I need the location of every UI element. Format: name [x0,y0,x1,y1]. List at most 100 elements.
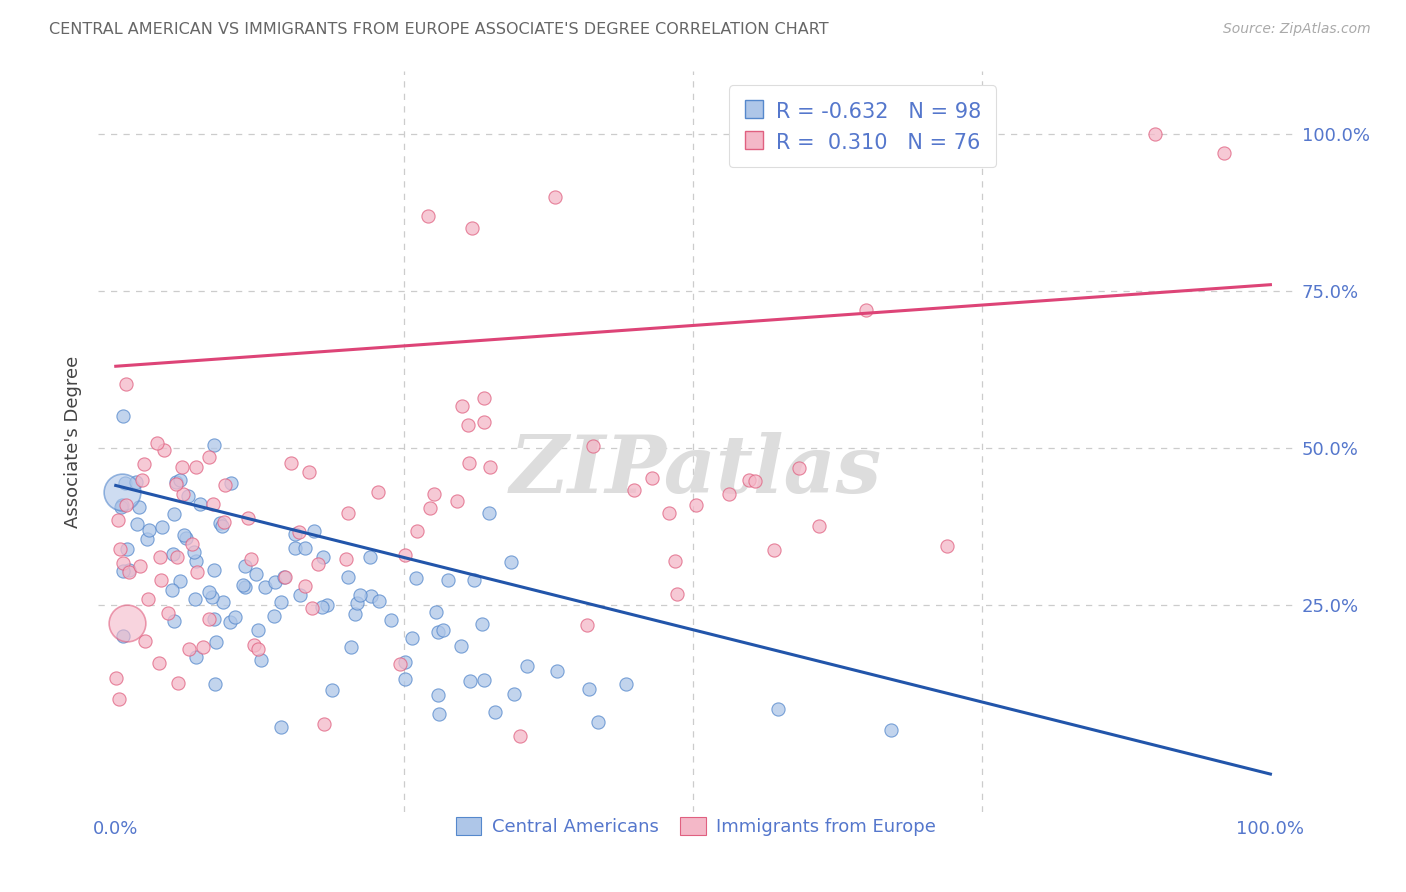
Point [184,460,207,475]
Point [288,524,311,539]
Point [169,574,191,589]
Point [484,706,506,720]
Point [346,596,368,610]
Point [235,580,257,594]
Point [172,459,194,474]
Point [343,607,366,622]
Point [808,519,831,533]
Point [127,517,149,532]
Point [543,190,565,204]
Point [463,573,485,587]
Point [148,657,170,671]
Point [167,676,190,690]
Point [451,400,474,414]
Point [658,506,681,520]
Point [163,507,186,521]
Point [110,542,132,557]
Point [204,677,226,691]
Point [641,471,664,485]
Point [578,682,600,697]
Point [880,723,903,738]
Point [172,487,194,501]
Point [153,442,176,457]
Point [232,578,254,592]
Point [165,475,187,490]
Point [149,573,172,587]
Point [283,541,305,555]
Point [184,554,207,568]
Point [339,640,361,654]
Point [211,519,233,533]
Point [183,592,205,607]
Point [283,527,305,541]
Point [623,483,645,497]
Point [685,498,707,512]
Point [115,498,138,512]
Point [509,730,531,744]
Point [219,475,242,490]
Point [664,554,686,568]
Point [138,591,160,606]
Point [389,657,412,672]
Point [134,458,156,472]
Point [936,539,959,553]
Point [301,601,323,615]
Point [149,549,172,564]
Point [111,629,134,643]
Point [446,494,468,508]
Point [394,655,416,669]
Point [474,391,496,405]
Point [169,473,191,487]
Point [380,613,402,627]
Point [247,642,270,657]
Point [546,664,568,678]
Point [416,209,439,223]
Point [193,640,215,654]
Point [1213,145,1236,160]
Point [307,557,329,571]
Point [128,559,150,574]
Point [744,474,766,488]
Point [183,544,205,558]
Point [111,498,134,512]
Point [201,497,224,511]
Point [245,566,267,581]
Legend: Central Americans, Immigrants from Europe: Central Americans, Immigrants from Europ… [449,810,943,844]
Point [110,484,132,499]
Point [460,221,482,235]
Point [360,589,382,603]
Point [128,500,150,514]
Point [131,473,153,487]
Point [117,563,139,577]
Point [104,671,127,685]
Point [202,612,225,626]
Text: CENTRAL AMERICAN VS IMMIGRANTS FROM EUROPE ASSOCIATE'S DEGREE CORRELATION CHART: CENTRAL AMERICAN VS IMMIGRANTS FROM EURO… [49,22,828,37]
Text: Source: ZipAtlas.com: Source: ZipAtlas.com [1223,22,1371,37]
Point [472,415,495,429]
Point [198,450,221,465]
Point [136,533,159,547]
Point [290,588,312,602]
Point [460,673,482,688]
Point [224,609,246,624]
Point [614,677,637,691]
Point [315,599,337,613]
Point [138,523,160,537]
Point [766,702,789,716]
Point [177,489,200,503]
Point [311,600,333,615]
Point [145,435,167,450]
Point [432,623,454,637]
Point [238,511,260,525]
Point [166,549,188,564]
Point [349,589,371,603]
Point [576,618,599,632]
Point [233,559,256,574]
Point [273,569,295,583]
Point [457,417,479,432]
Point [359,549,381,564]
Text: ZIPatlas: ZIPatlas [510,433,882,510]
Point [198,612,221,626]
Point [516,659,538,673]
Point [437,574,460,588]
